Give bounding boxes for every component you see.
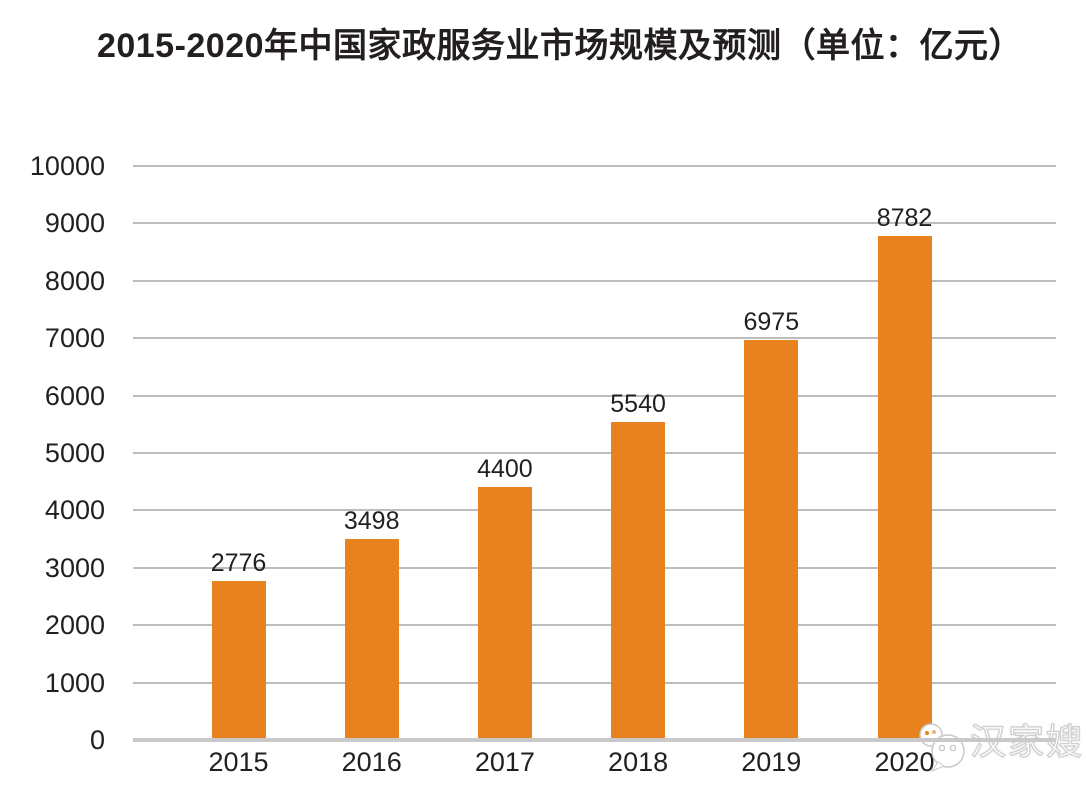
- bar-2016: [344, 539, 399, 742]
- gridline: [133, 624, 1056, 627]
- gridline: [133, 681, 1056, 684]
- y-axis-tick-label: 0: [89, 725, 105, 755]
- bar-2020: [877, 235, 932, 742]
- bar-value-label: 3498: [343, 507, 400, 536]
- y-axis-tick-label: 4000: [44, 495, 105, 526]
- gridline: [133, 509, 1056, 512]
- gridline: [133, 279, 1056, 282]
- wechat-icon: [919, 723, 965, 773]
- x-axis-tick-label: 2015: [208, 747, 269, 777]
- gridline: [133, 165, 1056, 167]
- watermark-text: 汉家嫂: [969, 720, 1085, 762]
- gridline: [133, 394, 1056, 397]
- bar-2015: [211, 580, 266, 742]
- gridline: [133, 222, 1056, 225]
- bar-value-label: 2776: [210, 548, 267, 577]
- bar-2017: [477, 487, 532, 742]
- bar-value-label: 6975: [743, 307, 800, 336]
- bar-value-label: 4400: [477, 455, 533, 484]
- x-axis-tick-label: 2020: [874, 747, 935, 777]
- y-axis-tick-label: 5000: [44, 438, 105, 468]
- x-axis-tick-label: 2018: [608, 747, 669, 777]
- y-axis-tick-label: 8000: [44, 265, 105, 296]
- y-axis-tick-label: 6000: [44, 380, 105, 411]
- x-axis-tick-label: 2017: [474, 747, 535, 777]
- x-axis-tick-label: 2016: [341, 747, 402, 777]
- y-axis-tick-label: 1000: [44, 667, 105, 698]
- y-axis-tick-label: 3000: [44, 552, 105, 583]
- bar-2019: [744, 339, 799, 742]
- gridline: [133, 337, 1056, 340]
- y-axis-tick-label: 9000: [44, 208, 105, 239]
- watermark: 汉家嫂: [904, 712, 1086, 782]
- chart-title: 2015-2020年中国家政服务业市场规模及预测（单位：亿元）: [96, 27, 1024, 65]
- x-axis-tick-label: 2019: [741, 747, 802, 777]
- y-axis-tick-label: 10000: [29, 151, 105, 181]
- bar-value-label: 8782: [876, 203, 933, 232]
- y-axis-tick-label: 7000: [44, 323, 105, 354]
- bar-2018: [611, 422, 666, 742]
- bar-value-label: 5540: [610, 390, 666, 418]
- gridline: [133, 452, 1056, 454]
- y-axis-tick-label: 2000: [44, 610, 105, 641]
- gridline: [133, 566, 1056, 569]
- x-axis-line: [133, 738, 1056, 742]
